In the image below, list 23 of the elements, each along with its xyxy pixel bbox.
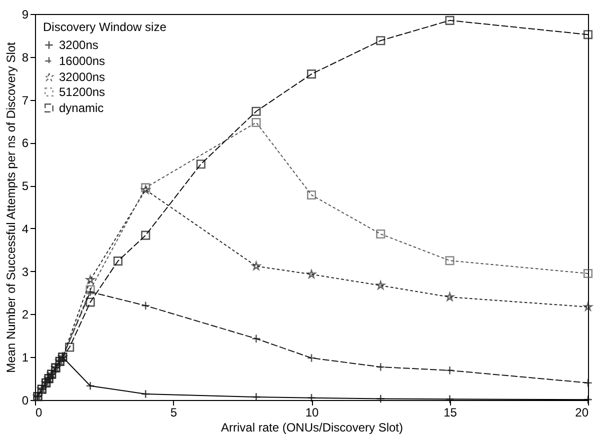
x-tick-label: 5 bbox=[170, 406, 178, 420]
y-tick-label: 0 bbox=[22, 394, 29, 408]
x-tick-label: 20 bbox=[575, 406, 589, 420]
y-tick-label: 5 bbox=[22, 179, 29, 194]
legend-title: Discovery Window size bbox=[43, 20, 167, 34]
legend-label: 3200ns bbox=[59, 38, 98, 52]
legend-label: 51200ns bbox=[59, 85, 106, 99]
x-tick-label: 15 bbox=[444, 406, 458, 420]
x-tick-label: 10 bbox=[305, 406, 319, 420]
y-tick-label: 7 bbox=[22, 93, 29, 108]
y-axis-title: Mean Number of Successful Attempts per ns of Discovery Slot bbox=[4, 41, 18, 373]
x-tick-label: 0 bbox=[36, 406, 42, 420]
legend-label: 32000ns bbox=[59, 70, 106, 84]
y-tick-label: 9 bbox=[22, 8, 29, 22]
legend-label: dynamic bbox=[59, 101, 104, 115]
y-tick-label: 3 bbox=[22, 264, 29, 279]
x-axis-title: Arrival rate (ONUs/Discovery Slot) bbox=[220, 420, 404, 434]
y-tick-label: 6 bbox=[22, 136, 29, 150]
y-tick-label: 1 bbox=[22, 350, 29, 365]
y-tick-label: 2 bbox=[22, 308, 29, 322]
y-tick-label: 4 bbox=[22, 222, 29, 236]
y-tick-label: 8 bbox=[22, 50, 29, 64]
legend-label: 16000ns bbox=[59, 54, 106, 68]
